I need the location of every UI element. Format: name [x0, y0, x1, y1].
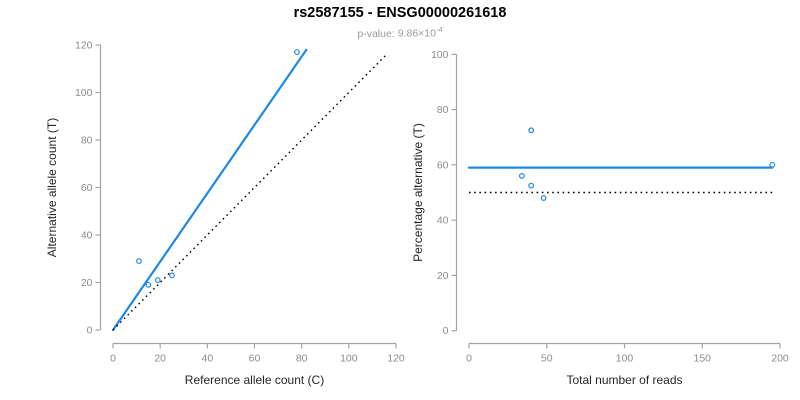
data-point [769, 161, 776, 168]
y-tick-label: 0 [443, 325, 449, 337]
data-point [154, 277, 161, 284]
data-point [145, 281, 152, 288]
x-tick-label: 100 [340, 353, 358, 365]
data-point [528, 182, 535, 189]
y-tick-label: 60 [81, 182, 93, 194]
y-tick-label: 120 [75, 40, 93, 52]
y-tick-label: 80 [81, 135, 93, 147]
x-tick-label: 0 [466, 353, 472, 365]
y-tick-label: 100 [431, 49, 449, 61]
x-tick-label: 80 [296, 353, 308, 365]
x-tick-label: 20 [154, 353, 166, 365]
x-tick-label: 60 [249, 353, 261, 365]
data-point [518, 173, 525, 179]
x-tick-label: 200 [771, 353, 789, 365]
p-value-base: 9.86×10 [397, 27, 436, 40]
fit-line [111, 48, 308, 332]
y-axis-title: Percentage alternative (T) [411, 123, 425, 262]
y-tick-label: 20 [81, 277, 93, 289]
identity-line [112, 54, 388, 331]
p-value-exponent: -4 [435, 25, 443, 34]
y-tick-label: 60 [437, 159, 449, 171]
y-tick-label: 20 [437, 270, 449, 282]
x-tick-label: 50 [541, 353, 553, 365]
percentage-alternative-plot: 0 20 40 60 80 100 0 50 100 150 200 Total number of … [411, 49, 789, 387]
x-axis-title: Reference allele count (C) [185, 373, 324, 387]
y-tick-label: 0 [87, 325, 93, 337]
y-axis-title: Alternative allele count (T) [45, 118, 59, 257]
y-tick-label: 100 [75, 87, 93, 99]
data-point [169, 272, 175, 279]
y-tick-label: 40 [81, 230, 93, 242]
y-tick-label: 40 [437, 215, 449, 227]
x-axis-title: Total number of reads [566, 373, 682, 387]
p-value-subtitle: p-value: 9.86×10-4 [0, 25, 800, 40]
x-tick-label: 40 [201, 353, 213, 365]
page-title: rs2587155 - ENSG00000261618 [293, 5, 507, 21]
x-tick-label: 120 [387, 353, 405, 365]
x-tick-label: 0 [110, 353, 116, 365]
data-point [136, 258, 142, 265]
allele-counts-plot: 0 20 40 60 80 100 120 0 20 40 60 80 100 120 Reference … [45, 40, 405, 388]
y-tick-label: 80 [437, 104, 449, 116]
x-tick-label: 150 [693, 353, 711, 365]
p-value-label: p-value: [357, 27, 395, 40]
data-point [528, 127, 535, 134]
data-point [294, 49, 300, 56]
x-tick-label: 100 [616, 353, 634, 365]
data-point [540, 195, 547, 201]
